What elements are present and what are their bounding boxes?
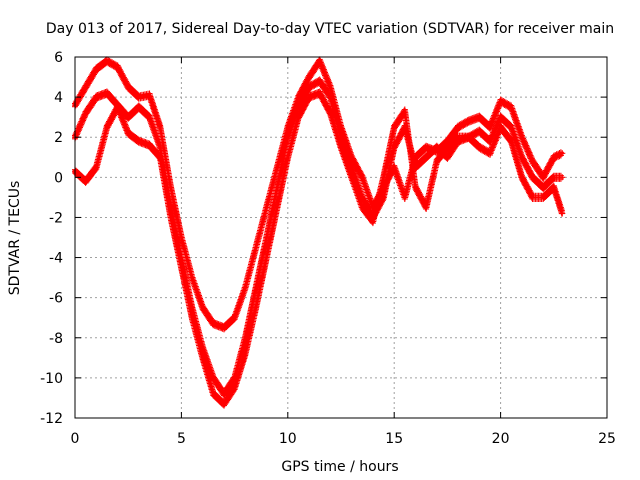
x-tick-label: 15 (385, 431, 403, 447)
x-tick-label: 5 (177, 431, 186, 447)
y-tick-label: -10 (40, 371, 63, 387)
x-tick-labels: 0 5 10 15 20 25 (71, 431, 616, 447)
x-tick-label: 25 (598, 431, 616, 447)
x-axis-label: GPS time / hours (281, 459, 398, 475)
y-tick-label: 0 (54, 170, 63, 186)
y-tick-label: -2 (49, 210, 63, 226)
y-tick-label: 4 (54, 90, 63, 106)
y-tick-label: -12 (40, 411, 63, 427)
plot-frame (74, 56, 608, 419)
x-tick-label: 0 (71, 431, 80, 447)
y-tick-label: -4 (49, 251, 63, 267)
x-tick-label: 10 (279, 431, 297, 447)
axis-ticks (74, 56, 608, 419)
y-tick-label: -8 (49, 331, 63, 347)
data-marks (72, 56, 566, 409)
y-axis-label: SDTVAR / TECUs (7, 181, 23, 296)
y-tick-label: 2 (54, 130, 63, 146)
y-tick-labels: -12 -10 -8 -6 -4 -2 0 2 4 6 (40, 50, 63, 427)
chart-title: Day 013 of 2017, Sidereal Day-to-day VTE… (46, 21, 614, 37)
y-tick-label: 6 (54, 50, 63, 66)
x-tick-label: 20 (492, 431, 510, 447)
y-tick-label: -6 (49, 291, 63, 307)
